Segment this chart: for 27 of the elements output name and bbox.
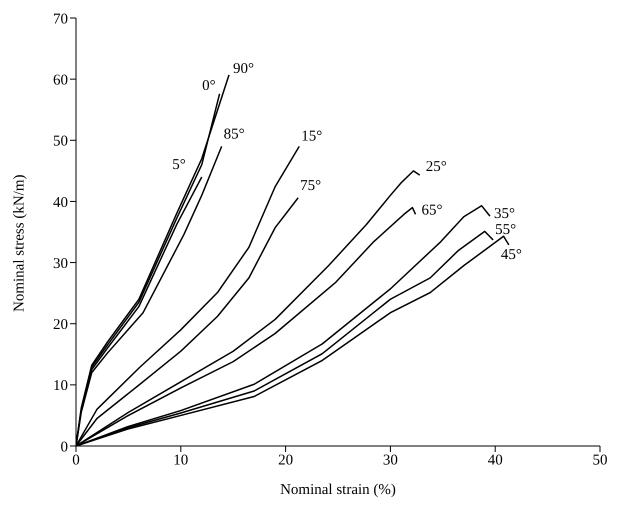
y-tick-label: 0 xyxy=(60,439,68,456)
series-label: 0° xyxy=(202,78,216,94)
y-tick-label: 40 xyxy=(53,194,68,211)
y-tick-label: 70 xyxy=(53,11,68,28)
y-tick-label: 50 xyxy=(53,134,68,150)
series-label: 15° xyxy=(301,128,322,144)
x-tick-label: 30 xyxy=(382,452,398,469)
x-tick-label: 10 xyxy=(173,452,188,469)
y-tick-label: 10 xyxy=(53,378,68,394)
series-label: 25° xyxy=(426,159,447,176)
y-axis-title: Nominal stress (kN/m) xyxy=(11,174,28,312)
series-label: 5° xyxy=(172,156,186,173)
series-label: 90° xyxy=(233,60,254,77)
series-label: 45° xyxy=(500,246,522,263)
y-tick-label: 60 xyxy=(53,72,68,88)
series-label: 35° xyxy=(494,206,515,222)
y-tick-label: 20 xyxy=(53,317,68,334)
series-label: 75° xyxy=(300,178,322,194)
x-tick-label: 50 xyxy=(592,452,608,469)
y-tick-label: 30 xyxy=(53,256,68,272)
x-tick-label: 40 xyxy=(488,452,503,469)
series-label: 65° xyxy=(422,202,443,218)
x-axis-title: Nominal strain (%) xyxy=(280,482,396,498)
series-label: 85° xyxy=(224,126,245,142)
series-label: 55° xyxy=(495,222,516,238)
x-tick-label: 20 xyxy=(278,452,294,469)
x-tick-label: 0 xyxy=(72,452,80,469)
